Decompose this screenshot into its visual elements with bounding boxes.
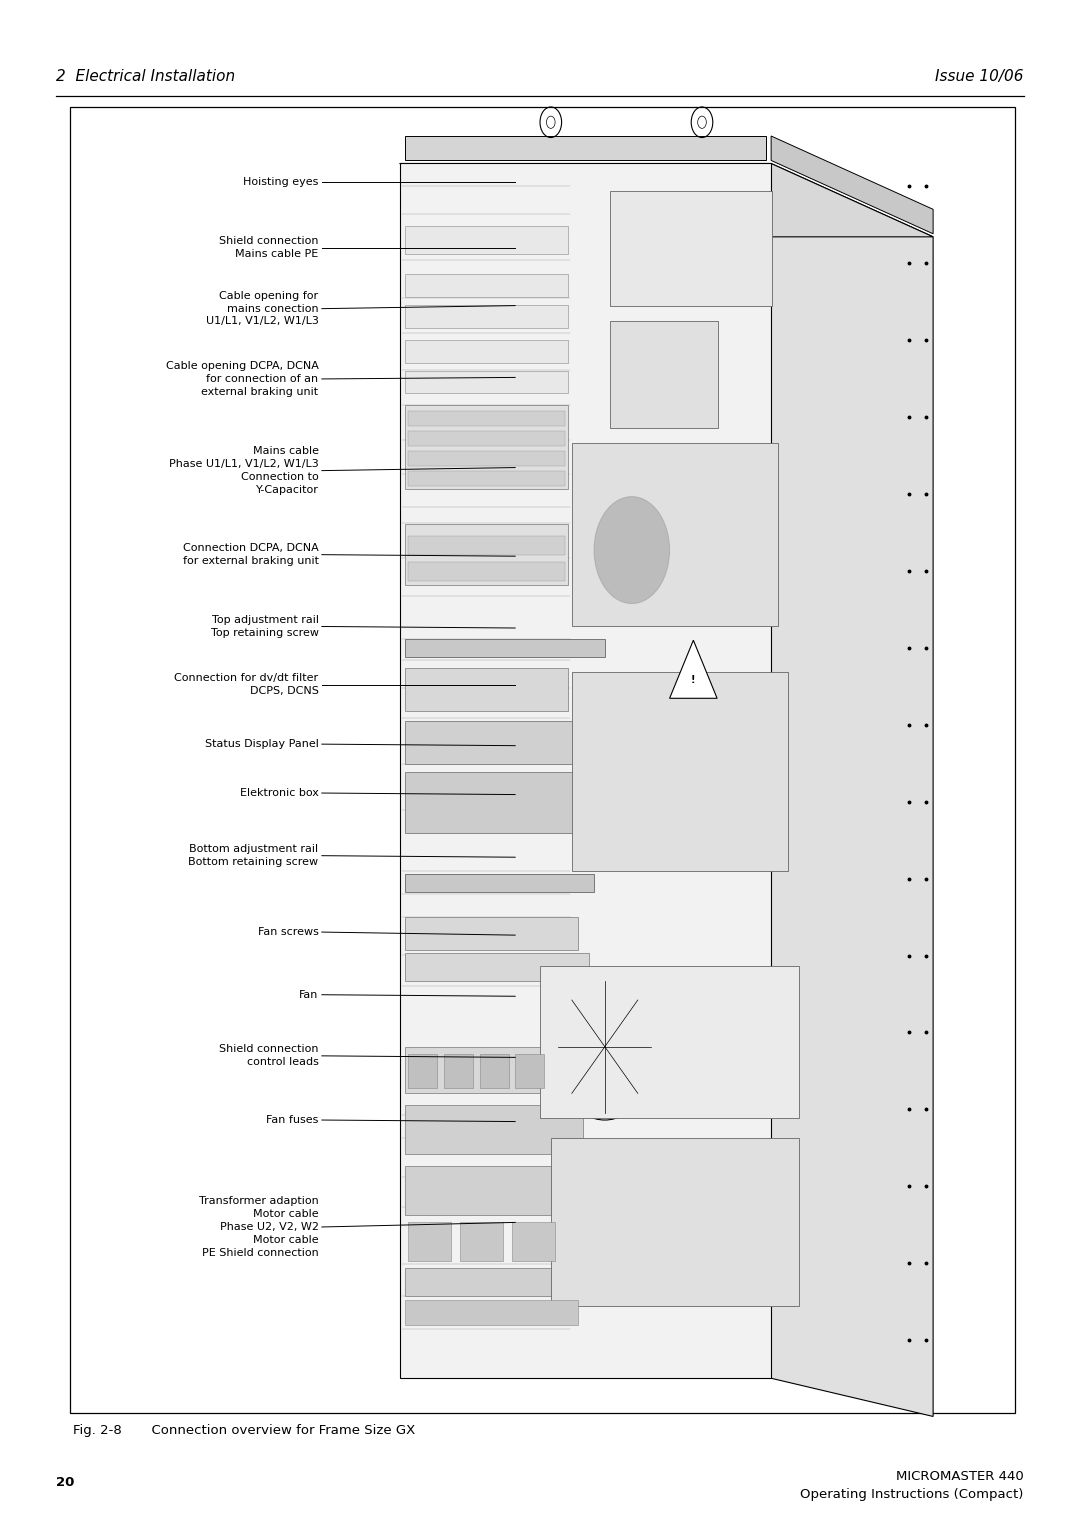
- Bar: [512, 1222, 555, 1261]
- Bar: [444, 1054, 473, 1088]
- Bar: [405, 274, 568, 296]
- Bar: [405, 1105, 583, 1154]
- Bar: [405, 304, 568, 327]
- Text: Cable opening for
mains conection
U1/L1, V1/L2, W1/L3: Cable opening for mains conection U1/L1,…: [205, 290, 319, 327]
- Polygon shape: [670, 640, 717, 698]
- Bar: [572, 672, 788, 871]
- Text: !: !: [691, 675, 696, 685]
- Bar: [408, 431, 565, 446]
- Bar: [408, 1054, 437, 1088]
- Bar: [405, 917, 578, 950]
- Text: Fan: Fan: [299, 990, 319, 999]
- Text: 2  Electrical Installation: 2 Electrical Installation: [56, 69, 235, 84]
- Text: Transformer adaption
Motor cable
Phase U2, V2, W2
Motor cable
PE Shield connecti: Transformer adaption Motor cable Phase U…: [199, 1196, 319, 1258]
- Bar: [405, 1047, 568, 1093]
- Text: Shield connection
control leads: Shield connection control leads: [219, 1045, 319, 1067]
- Bar: [408, 411, 565, 426]
- Bar: [540, 966, 799, 1118]
- Bar: [408, 562, 565, 581]
- Bar: [405, 339, 568, 362]
- Bar: [405, 524, 568, 585]
- Text: Shield connection
Mains cable PE: Shield connection Mains cable PE: [219, 237, 319, 258]
- Bar: [551, 1138, 799, 1306]
- Polygon shape: [771, 163, 933, 1416]
- Text: Fig. 2-8       Connection overview for Frame Size GX: Fig. 2-8 Connection overview for Frame S…: [73, 1424, 416, 1436]
- Text: MICROMASTER 440: MICROMASTER 440: [896, 1470, 1024, 1482]
- Polygon shape: [771, 136, 933, 234]
- Bar: [405, 721, 626, 764]
- Text: Fan fuses: Fan fuses: [267, 1115, 319, 1125]
- Bar: [405, 405, 568, 489]
- Text: Operating Instructions (Compact): Operating Instructions (Compact): [800, 1488, 1024, 1500]
- Bar: [405, 370, 568, 393]
- Bar: [405, 136, 766, 160]
- Bar: [405, 1300, 578, 1325]
- Text: Fan screws: Fan screws: [258, 927, 319, 937]
- Bar: [610, 191, 772, 306]
- Bar: [405, 639, 605, 657]
- Polygon shape: [400, 163, 933, 237]
- Text: Connection for dv/dt filter
DCPS, DCNS: Connection for dv/dt filter DCPS, DCNS: [175, 674, 319, 695]
- Bar: [405, 1268, 583, 1296]
- Bar: [405, 1166, 594, 1215]
- Bar: [405, 226, 568, 254]
- Circle shape: [594, 497, 670, 604]
- Bar: [408, 1222, 451, 1261]
- Bar: [610, 321, 718, 428]
- Bar: [515, 1054, 544, 1088]
- Bar: [480, 1054, 509, 1088]
- Text: Elektronic box: Elektronic box: [240, 788, 319, 798]
- Text: Status Display Panel: Status Display Panel: [205, 740, 319, 749]
- Bar: [572, 443, 778, 626]
- Text: Mains cable
Phase U1/L1, V1/L2, W1/L3
Connection to
Y-Capacitor: Mains cable Phase U1/L1, V1/L2, W1/L3 Co…: [168, 446, 319, 495]
- Text: Hoisting eyes: Hoisting eyes: [243, 177, 319, 186]
- Bar: [408, 451, 565, 466]
- Bar: [408, 471, 565, 486]
- Polygon shape: [400, 163, 771, 1378]
- Bar: [70, 107, 1015, 1413]
- Bar: [405, 772, 637, 833]
- Bar: [405, 953, 589, 981]
- Text: 20: 20: [56, 1476, 75, 1488]
- Text: Connection DCPA, DCNA
for external braking unit: Connection DCPA, DCNA for external braki…: [183, 544, 319, 565]
- Text: Bottom adjustment rail
Bottom retaining screw: Bottom adjustment rail Bottom retaining …: [189, 845, 319, 866]
- Text: Issue 10/06: Issue 10/06: [935, 69, 1024, 84]
- Bar: [405, 668, 568, 711]
- Text: Top adjustment rail
Top retaining screw: Top adjustment rail Top retaining screw: [211, 616, 319, 637]
- Text: Cable opening DCPA, DCNA
for connection of an
external braking unit: Cable opening DCPA, DCNA for connection …: [165, 361, 319, 397]
- Bar: [408, 536, 565, 555]
- Bar: [405, 874, 594, 892]
- Bar: [460, 1222, 503, 1261]
